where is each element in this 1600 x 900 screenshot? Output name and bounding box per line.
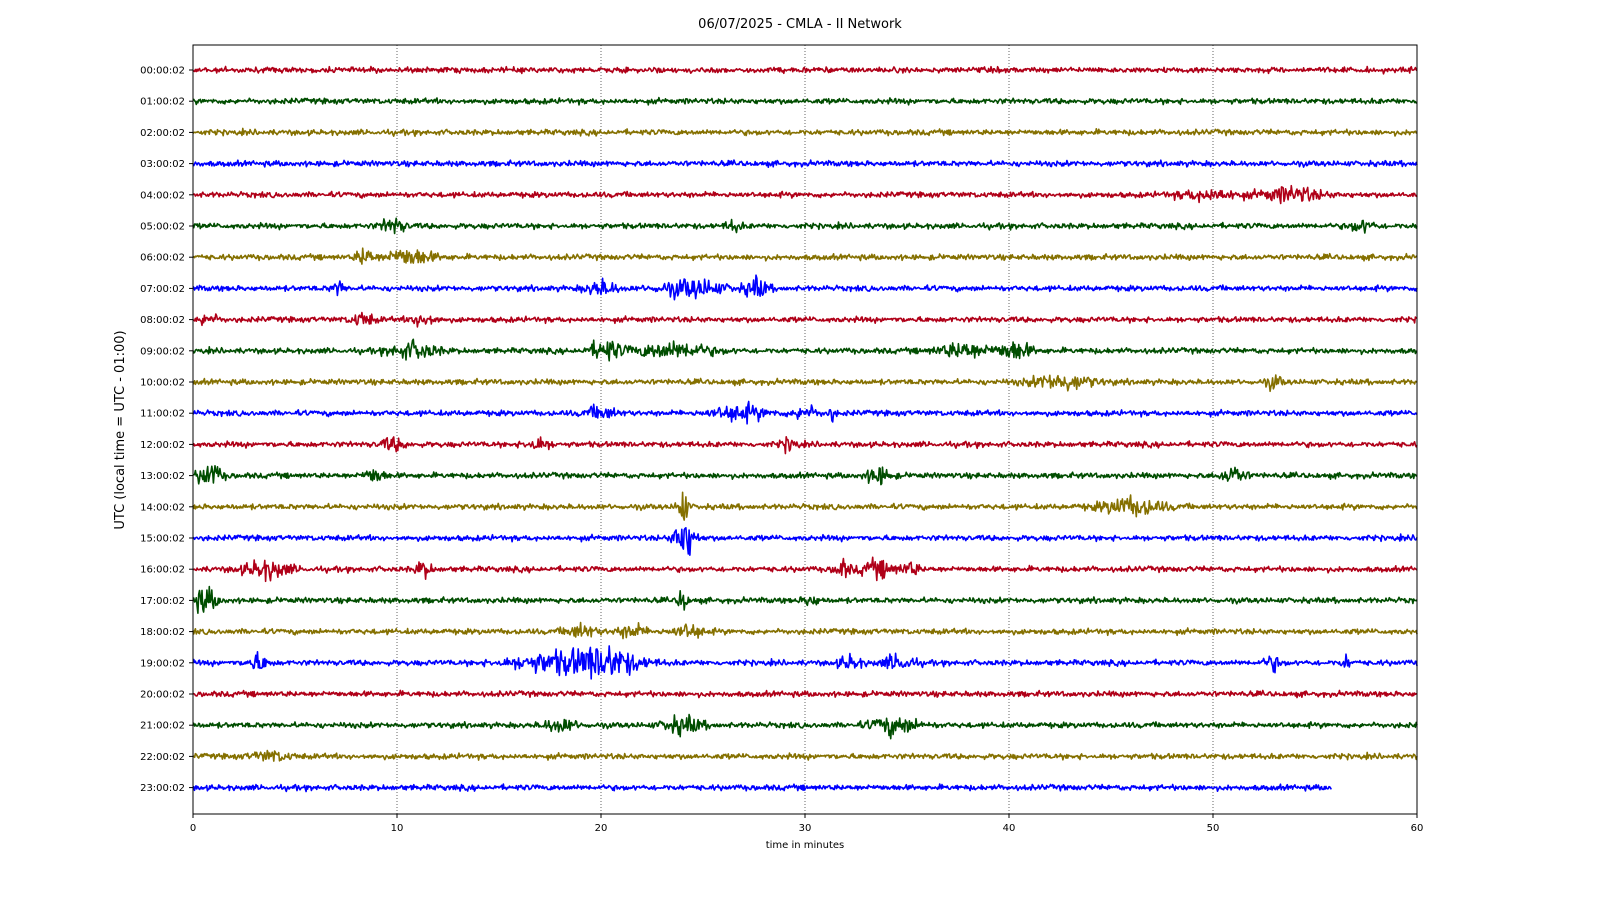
trace-000002 xyxy=(192,65,1418,75)
hour-label: 04:00:02 xyxy=(140,190,185,201)
hour-label: 19:00:02 xyxy=(140,658,185,669)
trace-060002 xyxy=(192,247,1418,265)
hour-label: 11:00:02 xyxy=(140,409,185,420)
x-tick-label: 10 xyxy=(391,823,404,834)
hour-label: 01:00:02 xyxy=(140,97,185,108)
x-tick-label: 20 xyxy=(595,823,608,834)
trace-170002 xyxy=(192,585,1418,615)
trace-180002 xyxy=(192,621,1418,640)
trace-140002 xyxy=(192,491,1418,521)
hour-label: 05:00:02 xyxy=(140,222,185,233)
trace-070002 xyxy=(192,274,1418,301)
x-gridlines xyxy=(396,45,1214,814)
hour-label: 08:00:02 xyxy=(140,315,185,326)
hour-label: 02:00:02 xyxy=(140,128,185,139)
trace-120002 xyxy=(192,435,1418,455)
hour-label: 03:00:02 xyxy=(140,159,185,170)
trace-110002 xyxy=(192,400,1418,425)
hour-label: 20:00:02 xyxy=(140,690,185,701)
hour-label: 09:00:02 xyxy=(140,346,185,357)
hour-label: 07:00:02 xyxy=(140,284,185,295)
trace-100002 xyxy=(192,374,1418,393)
hour-label: 12:00:02 xyxy=(140,440,185,451)
hour-label: 18:00:02 xyxy=(140,627,185,638)
trace-050002 xyxy=(192,217,1418,235)
hour-label: 06:00:02 xyxy=(140,253,185,264)
hour-label: 22:00:02 xyxy=(140,752,185,763)
trace-010002 xyxy=(192,96,1418,106)
hour-label: 13:00:02 xyxy=(140,471,185,482)
trace-020002 xyxy=(192,127,1418,138)
trace-220002 xyxy=(192,749,1418,762)
trace-030002 xyxy=(192,159,1418,168)
hour-labels: 00:00:02 01:00:02 02:00:02 03:00:02 04:00:02… xyxy=(140,66,193,794)
hour-label: 23:00:02 xyxy=(140,783,185,794)
x-tick-label: 0 xyxy=(190,823,196,834)
trace-230002 xyxy=(192,783,1333,793)
x-tick-label: 50 xyxy=(1207,823,1220,834)
hour-label: 14:00:02 xyxy=(140,502,185,513)
trace-150002 xyxy=(192,526,1418,557)
trace-190002 xyxy=(192,645,1418,680)
trace-080002 xyxy=(192,311,1417,328)
trace-210002 xyxy=(192,713,1418,740)
hour-label: 16:00:02 xyxy=(140,565,185,576)
hour-label: 10:00:02 xyxy=(140,378,185,389)
trace-160002 xyxy=(192,556,1418,583)
hour-label: 15:00:02 xyxy=(140,534,185,545)
chart-title: 06/07/2025 - CMLA - II Network xyxy=(698,17,902,32)
y-axis-label: UTC (local time = UTC - 01:00) xyxy=(113,330,128,529)
trace-090002 xyxy=(192,338,1418,362)
x-tick-label: 40 xyxy=(1003,823,1016,834)
hour-label: 00:00:02 xyxy=(140,66,185,77)
x-axis-ticks: 0 10 20 30 40 50 60 xyxy=(190,814,1424,834)
x-tick-label: 60 xyxy=(1411,823,1424,834)
hour-label: 21:00:02 xyxy=(140,721,185,732)
hour-label: 17:00:02 xyxy=(140,596,185,607)
seismic-traces xyxy=(192,65,1418,793)
trace-200002 xyxy=(192,689,1418,699)
trace-040002 xyxy=(192,184,1418,205)
x-axis-label: time in minutes xyxy=(766,840,845,851)
trace-130002 xyxy=(192,464,1418,486)
x-tick-label: 30 xyxy=(799,823,812,834)
